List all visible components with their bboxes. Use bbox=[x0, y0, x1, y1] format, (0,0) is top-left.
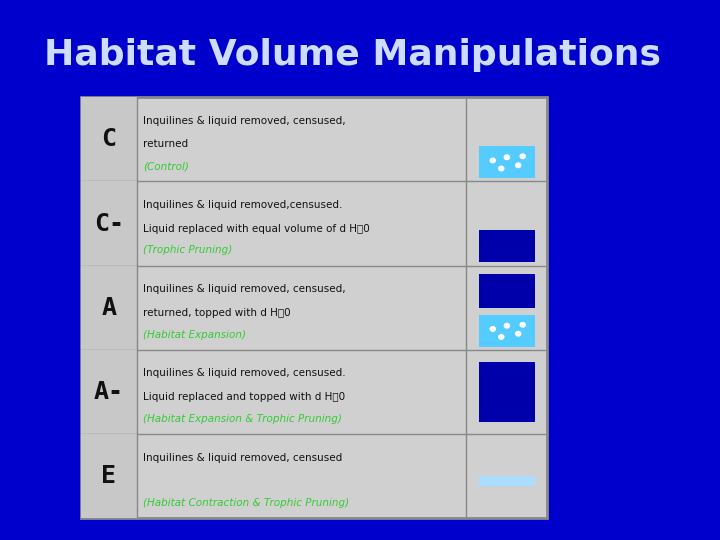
Text: Inquilines & liquid removed,censused.: Inquilines & liquid removed,censused. bbox=[143, 200, 343, 210]
Text: Habitat Volume Manipulations: Habitat Volume Manipulations bbox=[43, 38, 660, 72]
Text: Inquilines & liquid removed, censused.: Inquilines & liquid removed, censused. bbox=[143, 368, 346, 379]
Circle shape bbox=[499, 335, 504, 339]
Text: Inquilines & liquid removed, censused,: Inquilines & liquid removed, censused, bbox=[143, 116, 346, 126]
Text: Inquilines & liquid removed, censused,: Inquilines & liquid removed, censused, bbox=[143, 284, 346, 294]
Circle shape bbox=[504, 323, 510, 328]
Text: returned, topped with d H0: returned, topped with d H0 bbox=[143, 308, 291, 318]
FancyBboxPatch shape bbox=[81, 97, 547, 518]
Circle shape bbox=[520, 154, 526, 159]
FancyBboxPatch shape bbox=[479, 476, 535, 487]
FancyBboxPatch shape bbox=[81, 97, 137, 181]
Text: Liquid replaced with equal volume of d H0: Liquid replaced with equal volume of d H… bbox=[143, 224, 370, 234]
Circle shape bbox=[504, 155, 510, 159]
FancyBboxPatch shape bbox=[479, 146, 535, 178]
FancyBboxPatch shape bbox=[479, 314, 535, 347]
FancyBboxPatch shape bbox=[81, 434, 137, 518]
Text: E: E bbox=[102, 464, 117, 488]
FancyBboxPatch shape bbox=[81, 181, 137, 266]
Text: returned: returned bbox=[143, 139, 192, 150]
FancyBboxPatch shape bbox=[479, 274, 535, 308]
FancyBboxPatch shape bbox=[479, 190, 535, 224]
Circle shape bbox=[516, 332, 521, 336]
Text: (Habitat Expansion & Trophic Pruning): (Habitat Expansion & Trophic Pruning) bbox=[143, 414, 342, 424]
Text: Liquid replaced and topped with d H0: Liquid replaced and topped with d H0 bbox=[143, 392, 345, 402]
Text: C: C bbox=[102, 127, 117, 151]
Circle shape bbox=[520, 322, 526, 327]
FancyBboxPatch shape bbox=[479, 362, 535, 422]
Text: A: A bbox=[102, 296, 117, 320]
Text: C-: C- bbox=[94, 212, 124, 235]
Text: Inquilines & liquid removed, censused: Inquilines & liquid removed, censused bbox=[143, 453, 342, 463]
FancyBboxPatch shape bbox=[479, 106, 535, 139]
Text: (Trophic Pruning): (Trophic Pruning) bbox=[143, 246, 233, 255]
Circle shape bbox=[499, 166, 504, 171]
Text: (Habitat Contraction & Trophic Pruning): (Habitat Contraction & Trophic Pruning) bbox=[143, 498, 349, 508]
Circle shape bbox=[490, 158, 495, 163]
FancyBboxPatch shape bbox=[81, 266, 137, 350]
FancyBboxPatch shape bbox=[81, 350, 137, 434]
FancyBboxPatch shape bbox=[479, 443, 535, 476]
Circle shape bbox=[516, 163, 521, 167]
Text: (Control): (Control) bbox=[143, 161, 189, 171]
Circle shape bbox=[490, 327, 495, 331]
FancyBboxPatch shape bbox=[479, 230, 535, 262]
Text: A-: A- bbox=[94, 380, 124, 404]
Text: (Habitat Expansion): (Habitat Expansion) bbox=[143, 330, 246, 340]
